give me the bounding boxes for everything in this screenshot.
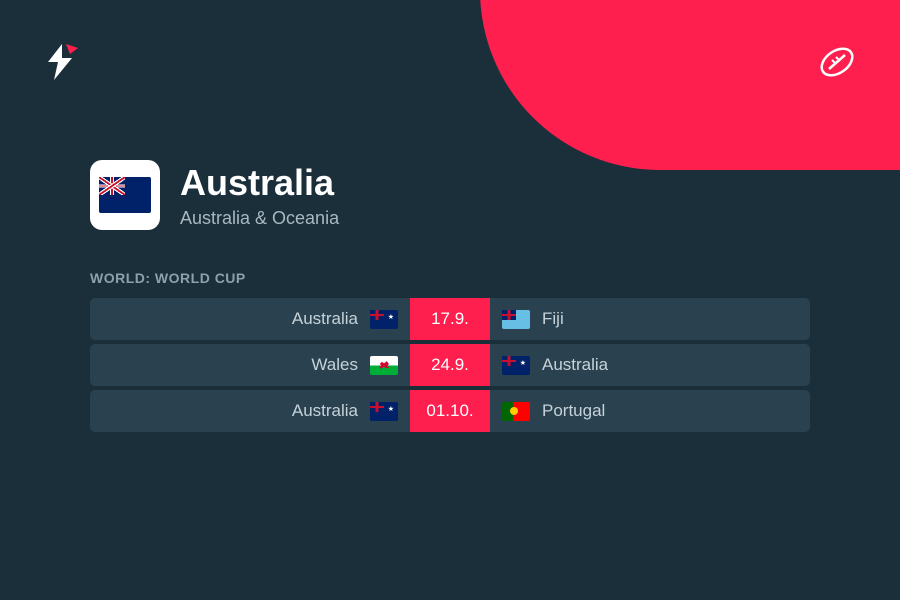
- home-team: Wales: [90, 344, 410, 386]
- portugal-flag-icon: [502, 402, 530, 421]
- home-team: Australia: [90, 390, 410, 432]
- home-team: Australia: [90, 298, 410, 340]
- main-content: Australia Australia & Oceania WORLD: WOR…: [90, 160, 810, 432]
- team-region: Australia & Oceania: [180, 208, 339, 229]
- rugby-sport-icon[interactable]: [815, 40, 860, 85]
- australia-flag-icon: [370, 402, 398, 421]
- fixture-row[interactable]: Australia 17.9. Fiji: [90, 298, 810, 340]
- australia-flag-icon: [370, 310, 398, 329]
- fixture-date: 01.10.: [410, 390, 490, 432]
- fixture-date: 24.9.: [410, 344, 490, 386]
- fixture-row[interactable]: Australia 01.10. Portugal: [90, 390, 810, 432]
- australia-flag-icon: [99, 177, 151, 213]
- wales-flag-icon: [370, 356, 398, 375]
- fixtures-list: Australia 17.9. Fiji Wales 24.9. Austral…: [90, 298, 810, 432]
- home-team-name: Australia: [292, 309, 358, 329]
- home-team-name: Wales: [311, 355, 358, 375]
- team-header: Australia Australia & Oceania: [90, 160, 810, 230]
- away-team: Portugal: [490, 390, 810, 432]
- site-logo[interactable]: [40, 40, 85, 85]
- fiji-flag-icon: [502, 310, 530, 329]
- away-team: Fiji: [490, 298, 810, 340]
- rugby-ball-icon: [815, 40, 860, 85]
- away-team: Australia: [490, 344, 810, 386]
- fixture-date: 17.9.: [410, 298, 490, 340]
- team-flag-box: [90, 160, 160, 230]
- team-name: Australia: [180, 162, 339, 204]
- away-team-name: Australia: [542, 355, 608, 375]
- home-team-name: Australia: [292, 401, 358, 421]
- away-team-name: Fiji: [542, 309, 564, 329]
- team-info: Australia Australia & Oceania: [180, 162, 339, 229]
- flashscore-logo-icon: [40, 40, 85, 85]
- fixture-row[interactable]: Wales 24.9. Australia: [90, 344, 810, 386]
- competition-label: WORLD: WORLD CUP: [90, 270, 810, 286]
- away-team-name: Portugal: [542, 401, 605, 421]
- australia-flag-icon: [502, 356, 530, 375]
